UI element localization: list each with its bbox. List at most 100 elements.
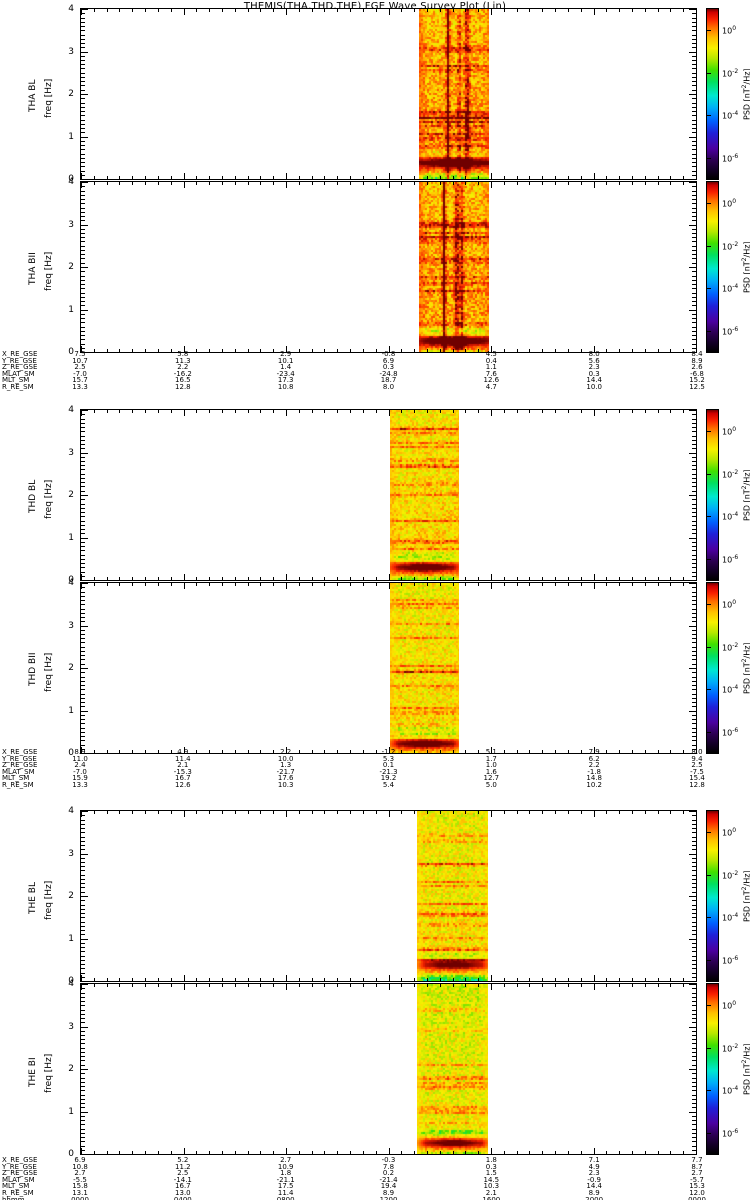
colorbar-tick [707,474,711,475]
x-tick [478,176,479,179]
annot-row-label: MLT_SM [2,774,30,783]
y-tick [81,824,85,825]
x-tick [683,349,684,352]
colorbar-tick-label: 100 [722,198,737,209]
y-tick [81,508,85,509]
spectrogram-the-bi [417,984,488,1154]
y-tick [81,478,85,479]
colorbar-tick-label: 100 [722,599,737,610]
x-tick [145,750,146,753]
annot-value: 1.1 [485,363,497,372]
annot-row-label: MLAT_SM [2,369,35,378]
annot-value: 2.7 [691,1169,703,1178]
x-tick [184,747,185,753]
annot-value: -6.8 [690,369,704,378]
y-tick [692,879,696,880]
y-tick [81,465,85,466]
colorbar-title-the-bi: PSD [nT2/Hz] [741,1043,750,1095]
y-tick [81,1027,88,1028]
x-tick [401,583,402,586]
y-tick [692,943,696,944]
y-tick [692,655,696,656]
y-tick [81,254,85,255]
x-tick [376,978,377,981]
x-tick [401,750,402,753]
y-tick-label: 0 [68,976,74,986]
x-tick [504,750,505,753]
y-tick [692,47,696,48]
y-tick [692,73,696,74]
x-tick [350,349,351,352]
y-tick [81,563,85,564]
y-tick [692,1014,696,1015]
x-tick [94,811,95,814]
y-tick [81,715,85,716]
y-tick [81,237,85,238]
y-tick [692,866,696,867]
x-tick [632,577,633,580]
y-tick-label: 0 [68,748,74,758]
x-tick [260,750,261,753]
x-tick [658,410,659,413]
y-axis-unit-thd-bl: freq [Hz] [44,479,54,519]
x-tick [119,750,120,753]
x-tick [376,984,377,987]
y-tick [692,427,696,428]
x-tick [568,577,569,580]
x-tick [645,577,646,580]
x-tick [594,1148,595,1154]
annot-value: -21.4 [379,1175,398,1184]
x-tick [632,182,633,185]
annot-row-label: hhmm [2,1195,25,1200]
y-axis-title-tha-bii: THA BII [28,252,38,285]
x-tick [145,583,146,586]
x-tick [542,583,543,586]
x-tick [594,9,595,15]
x-tick [555,9,556,12]
x-tick [171,1151,172,1154]
annot-value: -1.2 [381,748,396,756]
y-tick-label: 3 [68,47,74,57]
annot-value: 11.2 [175,1162,191,1171]
y-tick [81,698,85,699]
y-tick [81,280,85,281]
annot-row-label: Y_RE_GSE [2,754,37,763]
y-tick [692,318,696,319]
colorbar-title-the-bl: PSD [nT2/Hz] [741,870,750,922]
annot-value: 1200 [379,1195,398,1200]
y-tick [692,1116,696,1117]
x-tick [427,349,428,352]
x-tick [594,173,595,179]
x-tick [107,176,108,179]
x-tick [94,984,95,987]
y-tick [692,191,696,192]
x-tick [606,978,607,981]
x-tick [158,1151,159,1154]
x-tick [645,176,646,179]
x-tick [504,583,505,586]
x-tick [401,9,402,12]
annot-value: 10.9 [277,1162,294,1171]
y-tick [692,592,696,593]
x-tick [427,750,428,753]
x-tick [107,583,108,586]
x-tick [478,811,479,814]
x-tick [491,583,492,589]
y-tick-label: 1 [68,132,74,142]
y-tick [81,77,85,78]
y-tick [692,1086,696,1087]
x-tick [209,1151,210,1154]
y-tick [689,267,696,268]
x-tick [619,410,620,413]
x-tick [119,978,120,981]
x-tick [209,182,210,185]
y-tick [692,862,696,863]
y-tick-label: 3 [68,448,74,458]
annot-value: 1.8 [280,1169,292,1178]
colorbar-thd-bl [706,409,719,581]
x-tick [606,811,607,814]
x-tick [337,978,338,981]
y-tick [81,993,85,994]
annot-value: 14.8 [586,774,602,783]
y-tick [81,542,85,543]
